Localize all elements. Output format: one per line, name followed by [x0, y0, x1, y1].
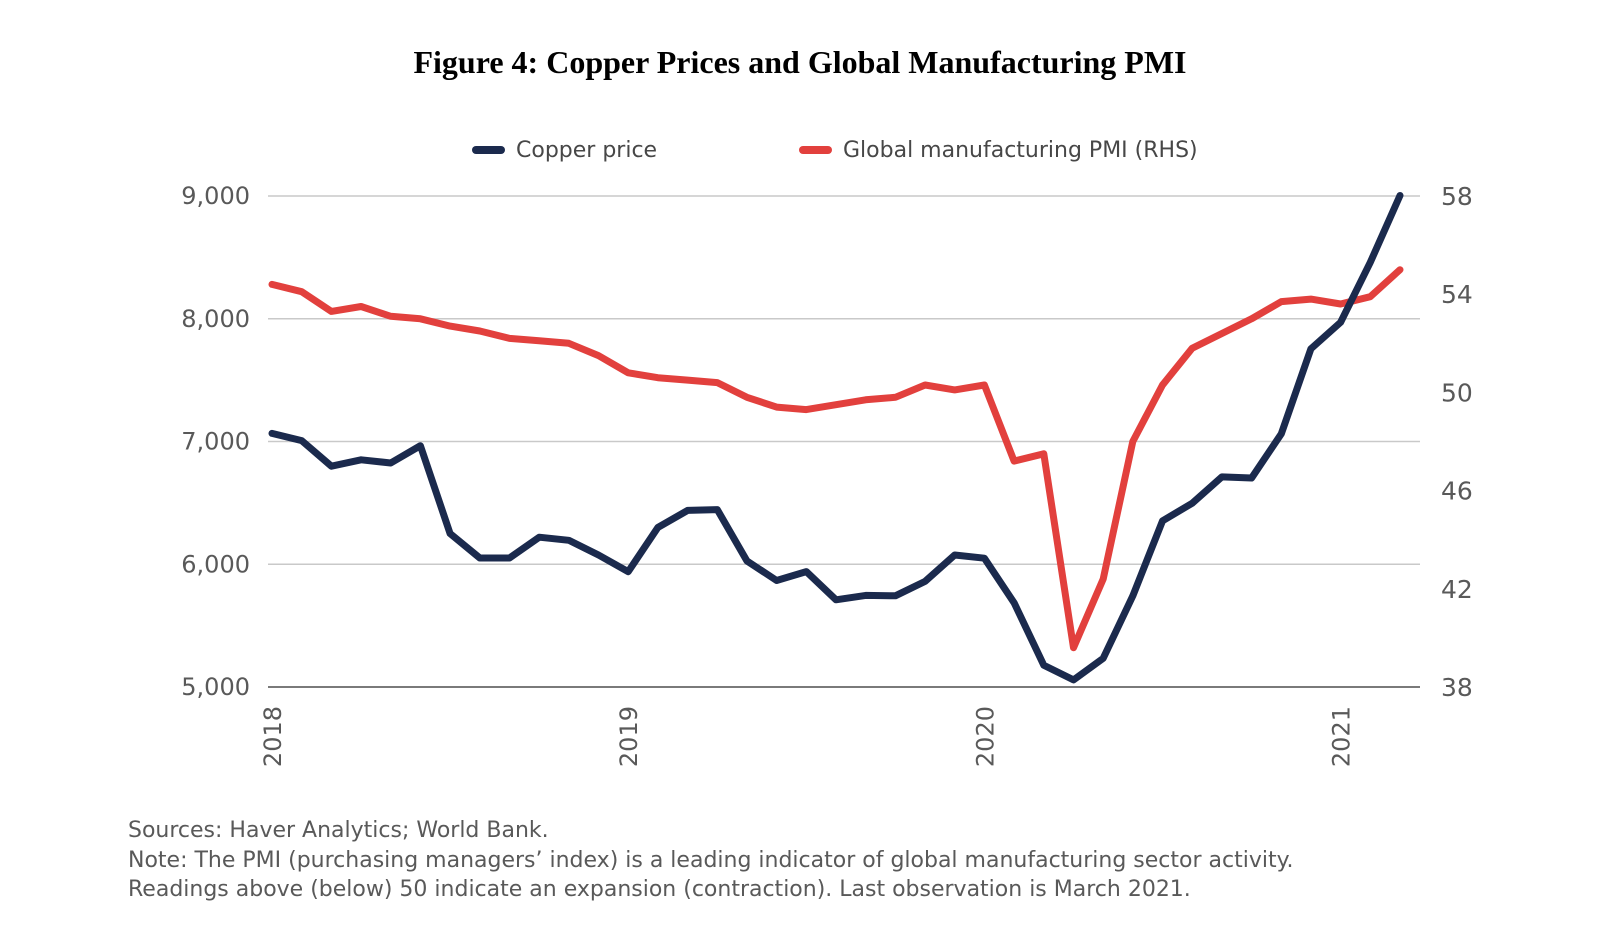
copper-price-line — [268, 192, 1404, 684]
right-axis-tick-label: 42 — [1441, 575, 1473, 604]
right-axis-tick-label: 50 — [1441, 378, 1473, 407]
right-axis-tick-label: 46 — [1441, 477, 1473, 506]
chart-footer: Sources: Haver Analytics; World Bank. No… — [128, 816, 1293, 905]
right-axis-tick-label: 54 — [1441, 280, 1473, 309]
left-axis-tick-label: 9,000 — [181, 182, 250, 210]
x-axis-year-label: 2019 — [615, 706, 643, 767]
legend-item-copper: Copper price — [472, 136, 657, 164]
pmi-line-swatch-icon — [799, 146, 832, 154]
left-axis-tick-label: 5,000 — [181, 673, 250, 701]
note-text-line-2: Readings above (below) 50 indicate an ex… — [128, 877, 1191, 902]
note-text-line-1: Note: The PMI (purchasing managers’ inde… — [128, 847, 1294, 873]
left-axis-tick-label: 6,000 — [181, 550, 250, 578]
right-axis-tick-label: 58 — [1441, 182, 1473, 211]
left-axis-tick-label: 8,000 — [181, 305, 250, 333]
pmi-line — [268, 266, 1404, 652]
legend-label-copper: Copper price — [516, 137, 658, 163]
x-axis-year-label: 2018 — [259, 706, 287, 767]
right-axis-tick-label: 38 — [1441, 673, 1473, 702]
sources-text: Sources: Haver Analytics; World Bank. — [128, 818, 549, 843]
x-axis-year-label: 2020 — [971, 706, 999, 767]
copper-line-swatch-icon — [472, 146, 505, 154]
figure-title: Figure 4: Copper Prices and Global Manuf… — [413, 44, 1187, 80]
legend-item-pmi: Global manufacturing PMI (RHS) — [799, 136, 1198, 164]
left-axis-tick-label: 7,000 — [181, 428, 250, 456]
x-axis-year-label: 2021 — [1328, 706, 1356, 767]
legend-label-pmi: Global manufacturing PMI (RHS) — [843, 137, 1198, 163]
